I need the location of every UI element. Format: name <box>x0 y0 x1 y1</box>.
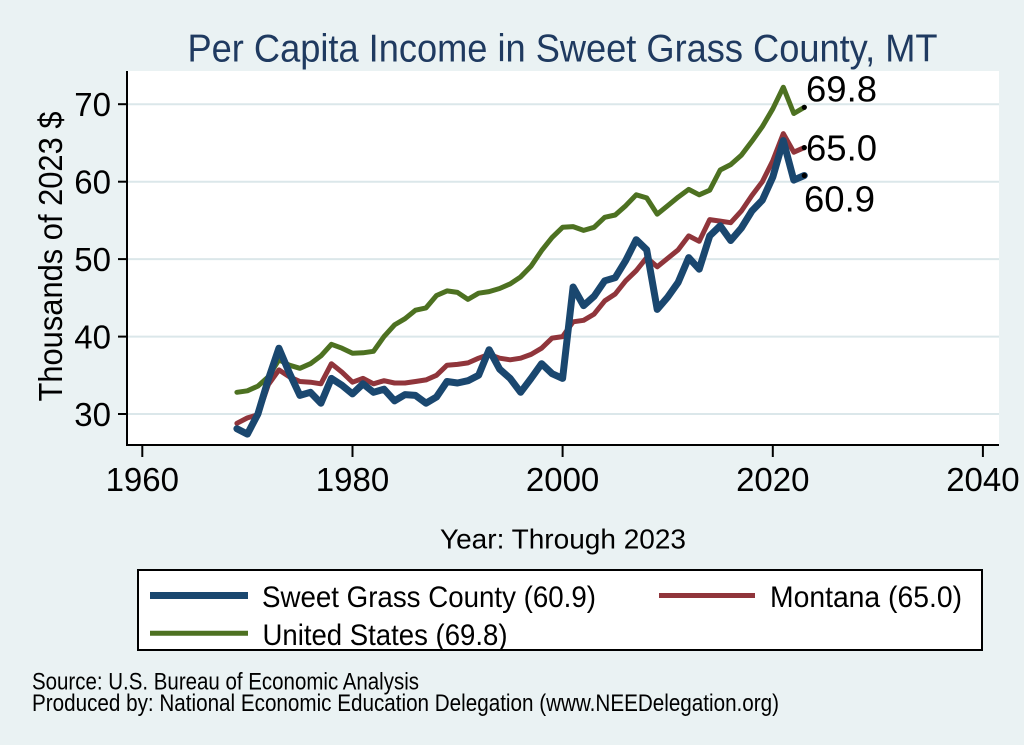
svg-text:2020: 2020 <box>736 461 809 498</box>
svg-text:40: 40 <box>74 318 111 355</box>
svg-text:50: 50 <box>74 241 111 278</box>
svg-text:60: 60 <box>74 164 111 201</box>
svg-text:2040: 2040 <box>946 461 1019 498</box>
svg-text:70: 70 <box>74 86 111 123</box>
svg-text:Year: Through 2023: Year: Through 2023 <box>440 524 686 555</box>
svg-text:Montana (65.0): Montana (65.0) <box>770 581 962 614</box>
svg-text:1980: 1980 <box>316 461 389 498</box>
svg-text:30: 30 <box>74 396 111 433</box>
svg-text:60.9: 60.9 <box>804 178 875 219</box>
svg-text:65.0: 65.0 <box>806 128 877 169</box>
svg-text:69.8: 69.8 <box>806 68 877 109</box>
svg-text:United States (69.8): United States (69.8) <box>263 619 508 652</box>
svg-text:Thousands of 2023 $: Thousands of 2023 $ <box>32 112 69 402</box>
svg-text:2000: 2000 <box>526 461 599 498</box>
svg-text:Produced by: National Economic: Produced by: National Economic Education… <box>32 690 779 717</box>
svg-text:Sweet Grass County (60.9): Sweet Grass County (60.9) <box>262 581 596 614</box>
svg-text:Source: U.S. Bureau of Economi: Source: U.S. Bureau of Economic Analysis <box>32 668 419 695</box>
svg-text:1960: 1960 <box>106 461 179 498</box>
svg-text:Per Capita Income in Sweet Gra: Per Capita Income in Sweet Grass County,… <box>188 27 938 70</box>
